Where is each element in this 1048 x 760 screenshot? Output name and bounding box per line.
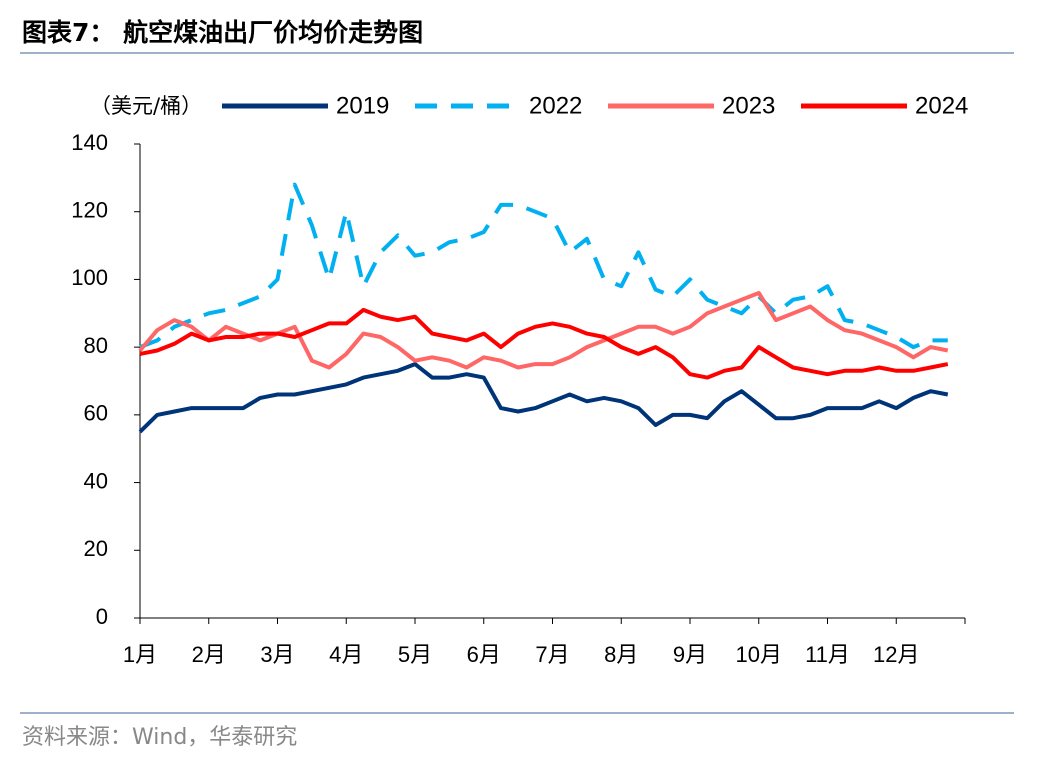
y-tick-label: 80 bbox=[84, 333, 108, 358]
x-tick-label: 9月 bbox=[673, 642, 707, 667]
x-tick-label: 5月 bbox=[398, 642, 432, 667]
legend-label: 2024 bbox=[915, 92, 968, 119]
series-line bbox=[138, 362, 949, 434]
legend-label: 2019 bbox=[336, 92, 389, 119]
series-line bbox=[139, 307, 949, 380]
y-tick-label: 120 bbox=[71, 198, 108, 223]
x-tick-label: 10月 bbox=[736, 642, 782, 667]
x-tick-label: 12月 bbox=[873, 642, 919, 667]
y-tick-label: 40 bbox=[84, 468, 108, 493]
x-tick-label: 1月 bbox=[123, 642, 157, 667]
y-tick-label: 100 bbox=[71, 265, 108, 290]
source: 资料来源：Wind，华泰研究 bbox=[22, 725, 297, 750]
series-line bbox=[139, 182, 948, 350]
x-tick-label: 6月 bbox=[467, 642, 501, 667]
legend-label: 2022 bbox=[529, 92, 582, 119]
x-tick-label: 4月 bbox=[329, 642, 363, 667]
y-tick-label: 140 bbox=[71, 130, 108, 155]
y-tick-label: 60 bbox=[84, 401, 108, 426]
chart-title: 图表7： 航空煤油出厂价均价走势图 bbox=[22, 18, 423, 47]
x-tick-label: 3月 bbox=[260, 642, 294, 667]
x-tick-label: 11月 bbox=[805, 642, 850, 667]
legend-label: 2023 bbox=[722, 92, 775, 119]
y-tick-label: 20 bbox=[84, 536, 108, 561]
y-tick-label: 0 bbox=[96, 604, 108, 629]
y-axis-unit: （美元/桶） bbox=[90, 94, 202, 118]
x-tick-label: 8月 bbox=[604, 642, 638, 667]
series-line bbox=[138, 291, 949, 370]
x-tick-label: 2月 bbox=[192, 642, 226, 667]
x-tick-label: 7月 bbox=[535, 642, 569, 667]
